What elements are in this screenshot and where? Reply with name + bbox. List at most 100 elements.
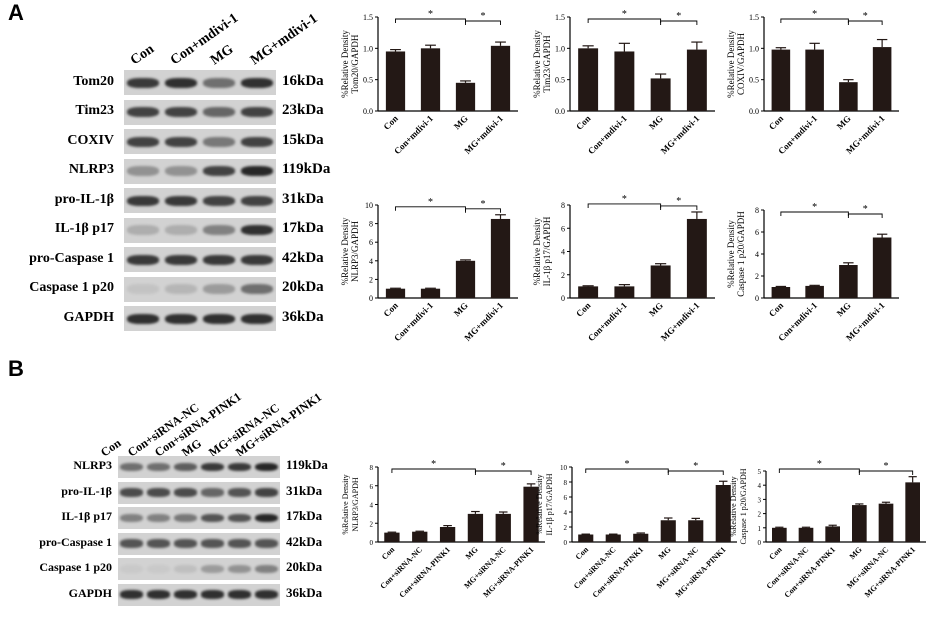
blot-strip-coxiv [124,129,276,154]
significance-star: * [501,461,506,472]
y-axis-label-line2: IL-1β p17/GAPDH [545,473,554,535]
blot-band [165,254,197,265]
blot-band [241,77,273,88]
blot-kda-il-1-p17: 17kDa [282,220,324,236]
x-tick-label: Con+siRNA-PINK1 [783,545,838,600]
x-tick-label: MG+mdivi-1 [659,300,702,343]
blot-row-label-tim23: Tim23 [75,103,114,118]
blot-row-label-pro-caspase-1: pro-Caspase 1 [29,250,114,266]
blot-kda-tom20: 16kDa [282,72,324,89]
y-tick-label: 8 [369,220,373,229]
blot-kda-coxiv: 15kDa [282,131,324,148]
y-tick-label: 8 [564,479,568,487]
y-tick-label: 6 [564,494,568,502]
x-tick-label: Con+siRNA-PINK1 [591,545,646,600]
blot-band [147,590,170,599]
y-tick-label: 6 [369,238,373,247]
blot-band [228,564,251,574]
y-tick-label: 5 [758,468,762,476]
significance-bracket [660,20,698,25]
blot-strip-gapdh [118,583,280,606]
blot-band [255,590,278,599]
x-tick-label: Con [767,113,785,131]
blot-band [228,539,251,548]
y-tick-label: 2 [369,275,373,284]
y-axis-label-line1: %Relative Density [532,30,542,98]
y-tick-label: 0 [755,294,759,303]
blot-band [127,166,159,176]
significance-star: * [428,197,433,208]
x-tick-label: Con [382,300,400,318]
blot-kda-caspase-1-p20: 20kDa [282,279,324,295]
significance-bracket [667,470,724,475]
blot-row-label-il-1-p17: IL-1β p17 [54,221,114,236]
blot-kda-pro-caspase-1: 42kDa [286,533,323,549]
y-axis-label-line2: Tim23/GAPDH [542,35,552,93]
x-tick-label: Con [382,113,400,131]
significance-bracket [465,208,501,213]
y-tick-label: 8 [561,201,565,210]
y-axis-label-line1: %Relative Density [532,217,542,285]
y-tick-label: 0 [370,539,374,547]
blot-band [120,513,143,523]
bar-mg-sirna-nc [495,513,511,542]
y-axis-label-line2: IL-1β p17/GAPDH [542,216,552,286]
blot-band [255,513,278,523]
y-tick-label: 1.5 [749,13,759,22]
blot-row-label-nlrp3: NLRP3 [68,162,114,177]
bar-con [385,288,406,298]
blot-kda-nlrp3: 119kDa [286,457,328,472]
y-tick-label: 8 [370,464,374,472]
bar-chart-8: %Relative DensityIL-1β p17/GAPDH0246810C… [535,459,737,600]
blot-band [165,225,197,235]
blot-band [201,462,224,472]
significance-bracket [474,470,532,475]
blot-band [203,254,235,265]
y-tick-label: 0.5 [555,76,565,85]
blot-band [127,313,159,324]
blot-kda-gapdh: 36kDa [282,308,324,325]
bar-mg-sirna-nc [688,520,704,542]
blot-band [201,564,224,574]
significance-star: * [622,9,627,20]
bar-chart-7: %Relative DensityNLRP3/GAPDH02468ConCon+… [341,459,545,600]
y-axis-label: %Relative DensityCOXIV/GAPDH [726,30,746,98]
blot-band [165,166,197,176]
y-axis-label: %Relative DensityNLRP3/GAPDH [340,217,360,285]
bar-con [771,49,791,111]
blot-row-label-caspase-1-p20: Caspase 1 p20 [29,280,114,295]
blot-band [165,313,197,324]
significance-star: * [812,9,817,20]
lane-label-mg: MG [208,42,237,69]
blot-band [120,539,143,548]
bar-chart-2: %Relative DensityTim23/GAPDH0.00.51.01.5… [532,9,715,156]
blot-kda-pro-il-1: 31kDa [282,190,324,207]
x-tick-label: MG [657,545,673,561]
blot-band [228,462,251,472]
x-tick-label: MG [647,300,665,318]
blot-band [127,284,159,294]
blot-strip-tom20 [124,70,276,95]
bar-chart-5: %Relative DensityIL-1β p17/GAPDH 0 2 4 6 8 Con… [532,194,715,343]
blot-band [228,513,251,523]
blot-band [174,462,197,472]
blot-strip-pro-il-1 [118,481,280,504]
y-tick-label: 1 [758,525,762,533]
y-axis-label: %Relative DensityCaspase 1 p20/GAPDH [726,211,746,297]
bar-mg [839,265,858,298]
blot-band [255,462,278,472]
significance-bracket [465,20,501,25]
x-tick-label: MG [452,113,470,131]
blot-band [203,77,235,88]
y-tick-label: 1.0 [555,44,565,53]
y-axis-label-line1: %Relative Density [340,30,350,98]
blot-band [255,488,278,497]
blot-band [241,107,273,117]
blot-band [127,254,159,265]
blot-row-label-coxiv: COXIV [67,132,114,148]
blot-band [203,284,235,294]
blot-row-label-pro-caspase-1: pro-Caspase 1 [39,534,112,549]
blot-band [165,77,197,88]
blot-band [147,564,170,574]
bar-con-mdivi-1 [420,288,441,298]
